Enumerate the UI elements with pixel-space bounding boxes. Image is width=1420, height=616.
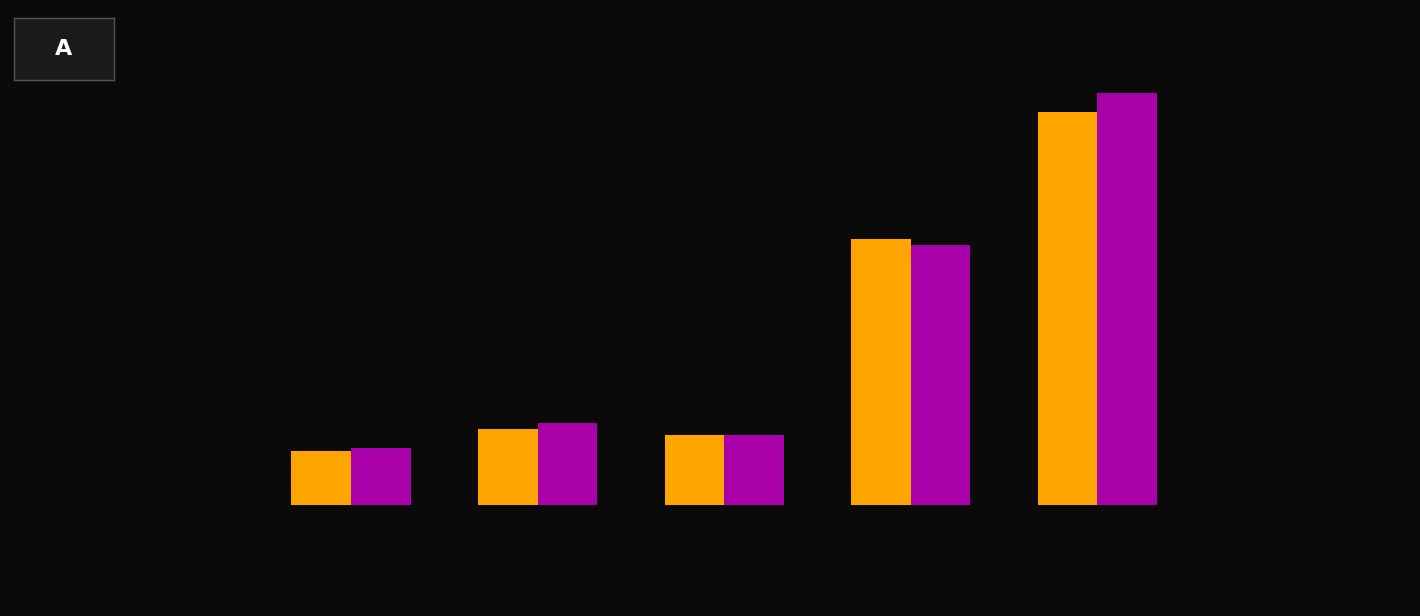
Bar — [479, 429, 538, 505]
Bar — [291, 452, 351, 505]
Bar — [724, 436, 784, 505]
Bar — [1098, 93, 1157, 505]
Bar — [351, 448, 410, 505]
Bar — [910, 245, 970, 505]
Bar — [665, 436, 724, 505]
Bar — [1038, 112, 1098, 505]
Text: A: A — [55, 39, 72, 59]
Bar — [538, 423, 598, 505]
Bar — [851, 239, 910, 505]
